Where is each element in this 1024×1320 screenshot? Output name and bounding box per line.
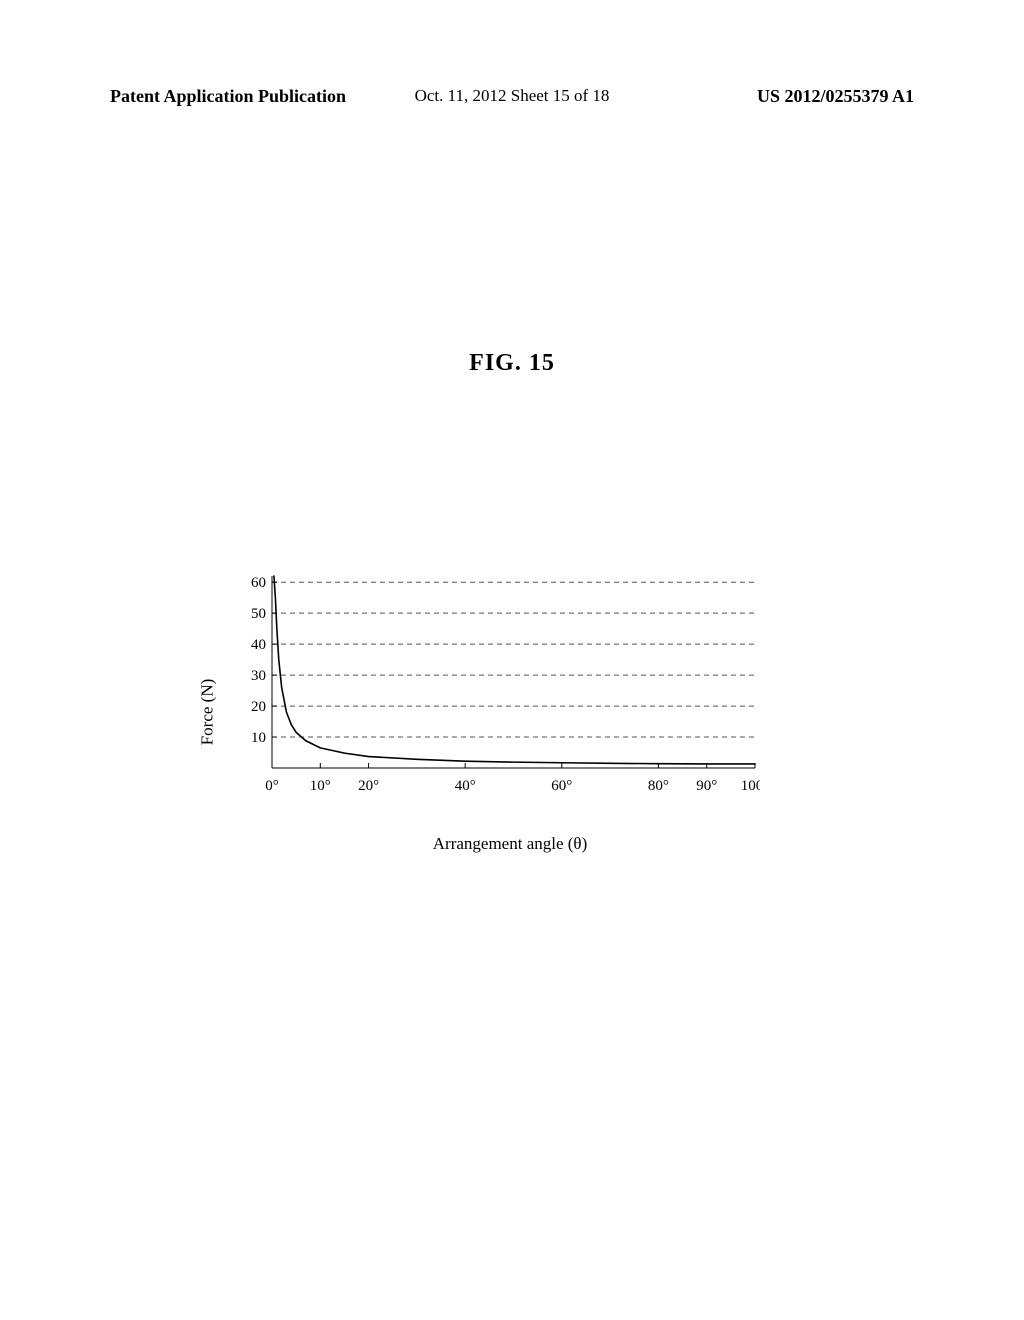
- chart-container: Force (N) 1020304050600°10°20°40°60°80°9…: [230, 570, 790, 854]
- x-tick-label: 80°: [648, 778, 669, 794]
- page-header: Patent Application Publication Oct. 11, …: [110, 86, 914, 107]
- x-tick-label: 20°: [358, 778, 379, 794]
- header-center-text: Oct. 11, 2012 Sheet 15 of 18: [415, 86, 610, 106]
- x-tick-label: 40°: [455, 778, 476, 794]
- x-tick-label: 90°: [696, 778, 717, 794]
- y-tick-label: 50: [251, 606, 266, 622]
- x-axis-label: Arrangement angle (θ): [230, 834, 790, 854]
- y-tick-label: 20: [251, 699, 266, 715]
- header-left-text: Patent Application Publication: [110, 86, 346, 107]
- header-right-text: US 2012/0255379 A1: [757, 86, 914, 107]
- x-tick-label: 60°: [551, 778, 572, 794]
- x-tick-label: 10°: [310, 778, 331, 794]
- y-tick-label: 10: [251, 730, 266, 746]
- y-tick-label: 60: [251, 575, 266, 591]
- series-force-vs-angle: [274, 576, 755, 764]
- y-axis-label: Force (N): [197, 679, 217, 746]
- y-tick-label: 40: [251, 637, 266, 653]
- page: Patent Application Publication Oct. 11, …: [0, 0, 1024, 1320]
- figure-title: FIG. 15: [0, 350, 1024, 377]
- y-tick-label: 30: [251, 668, 266, 684]
- x-tick-label: 100°: [741, 778, 760, 794]
- force-angle-chart: 10 20 30 40 50 60 0° 10° 20° 40° 60° 80° 90° 100°: [230, 570, 760, 800]
- x-tick-label: 0°: [265, 778, 279, 794]
